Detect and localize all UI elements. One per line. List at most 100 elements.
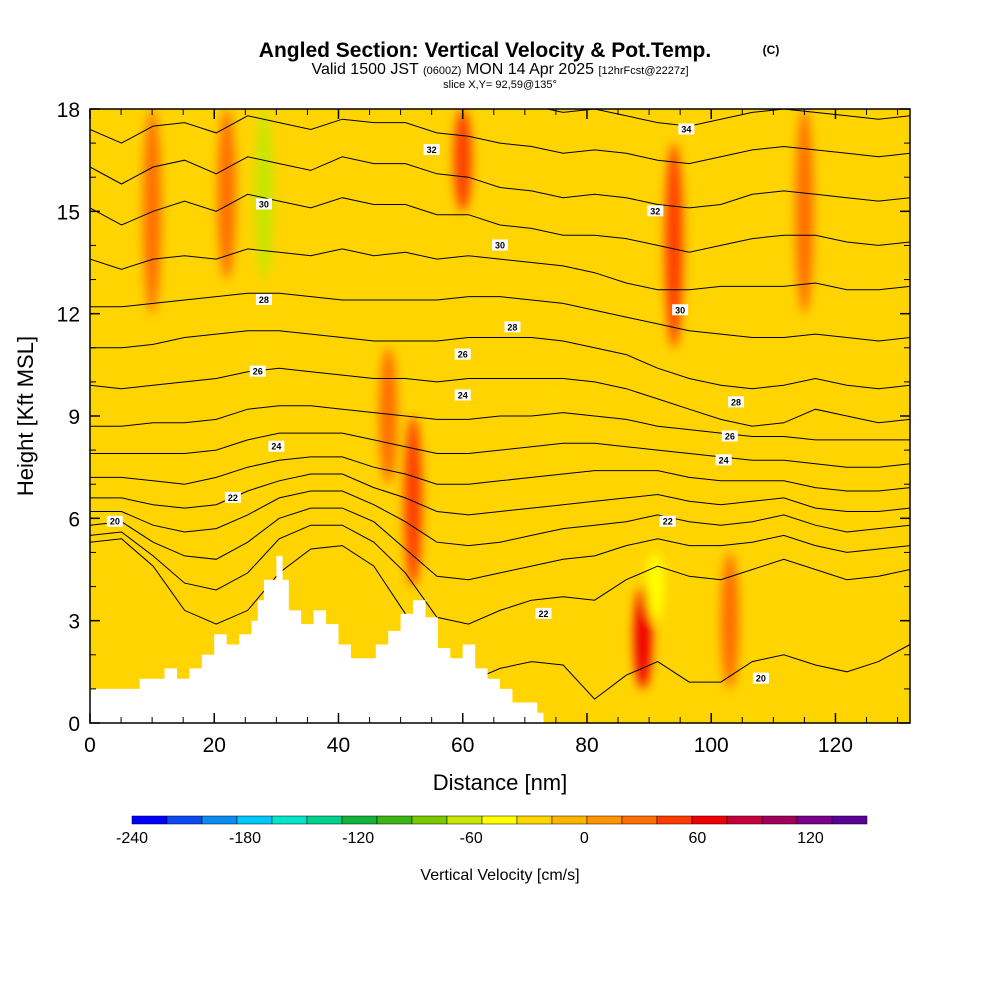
colorbar-tick-label: -60 [460, 830, 483, 847]
contour-label-text: 28 [507, 322, 517, 332]
contour-label-32-7: 32 [423, 143, 440, 155]
contour-label-bg [255, 198, 272, 210]
isentrope-line-4 [90, 490, 910, 547]
velocity-band-6 [453, 109, 472, 212]
contour-label-26-4: 26 [249, 365, 266, 377]
contour-label-bg [752, 672, 769, 684]
contour-label-text: 28 [259, 295, 269, 305]
isentrope-line-6 [90, 456, 910, 492]
contour-label-bg [728, 396, 745, 408]
y-axis-title: Height [Kft MSL] [13, 336, 38, 496]
contour-label-bg [492, 239, 508, 251]
contour-label-text: 32 [650, 206, 660, 216]
axis-ticks: 0 20 40 60 80 100 120 0 3 6 9 12 15 18 [57, 99, 910, 757]
colorbar-swatch [621, 815, 658, 825]
contour-label-24-3: 24 [268, 440, 285, 452]
isentrope-line-3 [90, 507, 910, 581]
colorbar-swatch [201, 815, 238, 825]
contour-label-text: 24 [719, 455, 729, 465]
contour-label-26-9: 26 [454, 348, 471, 360]
velocity-band-13 [720, 552, 739, 689]
x-axis-title: Distance [nm] [433, 770, 568, 795]
valid-time-line: Valid 1500 JST (0600Z) MON 14 Apr 2025 [… [311, 61, 688, 78]
contour-label-text: 26 [253, 367, 263, 377]
contour-label-text: 30 [495, 240, 505, 250]
contour-label-bg [647, 205, 664, 217]
isentrope-line-14 [90, 156, 910, 209]
y-tick-label: 0 [68, 713, 80, 736]
velocity-band-1 [254, 109, 273, 280]
contour-labels: 20 22 24 26 28 30 32 24 26 28 30 32 34 30 22 22 24 26 28 20 [106, 123, 769, 684]
y-tick-label: 9 [68, 406, 80, 429]
colorbar-swatch [516, 815, 553, 825]
colorbar-swatch [761, 815, 798, 825]
contour-label-bg [672, 304, 689, 316]
contour-label-bg [106, 515, 123, 527]
x-tick-label: 20 [203, 734, 226, 757]
contour-label-22-16: 22 [535, 607, 552, 619]
contour-label-bg [268, 440, 285, 452]
contour-label-20-1: 20 [106, 515, 123, 527]
plot-area: 20 22 24 26 28 30 32 24 26 28 30 32 34 30 22 22 24 26 28 20 [90, 109, 910, 723]
contour-label-24-8: 24 [454, 389, 471, 401]
contour-label-bg [224, 491, 241, 503]
colorbar-swatch [166, 815, 203, 825]
colorbar-swatch [376, 815, 413, 825]
isentrope-line-2 [90, 524, 910, 625]
valid-utc: (0600Z) [423, 65, 462, 77]
y-tick-label: 12 [57, 304, 80, 327]
isentrope-28-11 [90, 292, 910, 342]
contour-label-bg [715, 454, 732, 466]
forecast-info: [12hrFcst@2227z] [598, 65, 688, 77]
contour-label-30-11: 30 [492, 239, 508, 251]
colorbar-swatch [726, 815, 763, 825]
contour-label-bg [535, 607, 552, 619]
colorbar-swatch [446, 815, 483, 825]
contour-label-34-13: 34 [678, 123, 695, 135]
contour-label-text: 24 [458, 391, 468, 401]
colorbar: -240 -180 -120 -60 0 60 120 [116, 815, 868, 847]
contour-label-bg [454, 389, 471, 401]
colorbar-swatch [481, 815, 518, 825]
colorbar-swatch [831, 815, 868, 825]
contour-label-bg [249, 365, 266, 377]
x-tick-label: 40 [327, 734, 350, 757]
contour-label-text: 20 [110, 517, 120, 527]
velocity-band-11 [795, 109, 814, 314]
colorbar-swatch [551, 815, 588, 825]
contour-label-bg [721, 430, 738, 442]
colorbar-swatch [586, 815, 623, 825]
x-tick-label: 80 [575, 734, 598, 757]
slice-info: slice X,Y= 92,59@135° [443, 79, 557, 91]
y-tick-label: 3 [68, 611, 80, 634]
terrain-mask [90, 555, 544, 723]
isentrope-line-12 [90, 248, 910, 291]
valid-date: MON 14 Apr 2025 [466, 61, 594, 78]
colorbar-tick-label: 0 [580, 830, 589, 847]
y-tick-label: 18 [57, 99, 80, 122]
isentrope-32-15 [90, 115, 910, 165]
contour-label-28-19: 28 [728, 396, 745, 408]
contour-label-text: 22 [228, 493, 238, 503]
y-tick-label: 15 [57, 201, 80, 224]
isentrope-20-1 [90, 538, 910, 700]
contour-label-30-6: 30 [255, 198, 272, 210]
contour-label-text: 22 [663, 517, 673, 527]
contour-label-text: 30 [259, 200, 269, 210]
isentrope-line-8 [90, 405, 910, 441]
velocity-band-5 [379, 347, 398, 485]
contour-label-bg [659, 515, 676, 527]
contour-label-bg [454, 348, 471, 360]
velocity-band-2 [248, 313, 267, 553]
contour-label-text: 32 [427, 145, 437, 155]
contour-label-text: 20 [756, 674, 766, 684]
colorbar-swatch [131, 815, 168, 825]
contour-label-text: 30 [675, 305, 685, 315]
chart-title: Angled Section: Vertical Velocity & Pot.… [259, 39, 711, 62]
contour-label-text: 28 [731, 397, 741, 407]
contour-label-22-15: 22 [659, 515, 676, 527]
x-tick-label: 0 [84, 734, 96, 757]
isentrope-24-7 [90, 432, 910, 468]
colorbar-title: Vertical Velocity [cm/s] [420, 867, 579, 884]
